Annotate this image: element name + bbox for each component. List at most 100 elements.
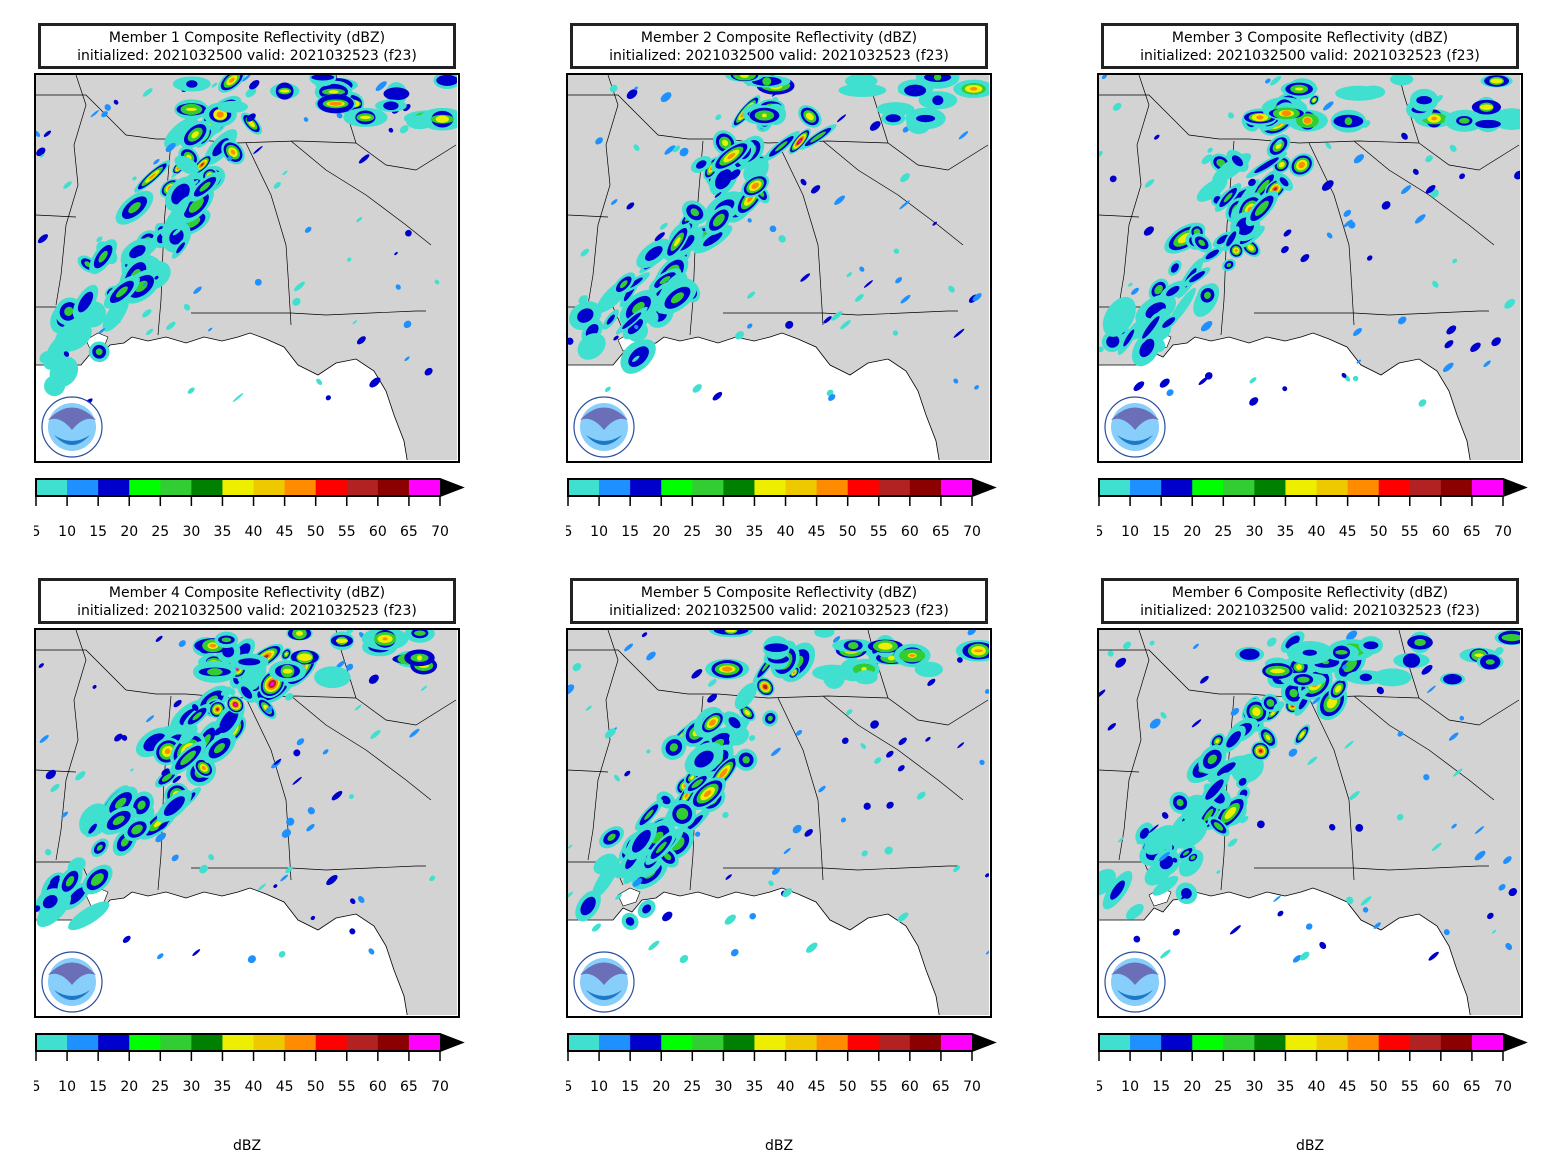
reflectivity-cell: [632, 355, 640, 363]
reflectivity-cell: [648, 940, 660, 951]
reflectivity-cell: [895, 277, 903, 284]
reflectivity-cell: [1139, 338, 1155, 358]
colorbar-tick-label: 40: [245, 524, 263, 540]
state-border: [777, 142, 824, 326]
colorbar-swatch: [1440, 1034, 1473, 1051]
reflectivity-cell: [186, 80, 198, 88]
colorbar-tick-label: 20: [1183, 524, 1201, 540]
reflectivity-cell: [49, 356, 79, 388]
reflectivity-cell: [90, 873, 104, 886]
reflectivity-cell: [1149, 640, 1155, 646]
colorbar-tick-label: 5: [1097, 524, 1103, 540]
colorbar-tick-label: 15: [1152, 1079, 1170, 1095]
reflectivity-cell: [68, 901, 110, 931]
reflectivity-cell: [1305, 923, 1313, 930]
reflectivity-cell: [1490, 78, 1503, 84]
reflectivity-cell: [568, 684, 575, 696]
reflectivity-cell: [1176, 799, 1184, 807]
reflectivity-cell: [329, 101, 343, 106]
noaa-logo: [573, 396, 635, 458]
reflectivity-cell: [201, 765, 206, 770]
reflectivity-cell: [1270, 711, 1275, 716]
reflectivity-cell: [663, 852, 672, 861]
panel-title-box: Member 4 Composite Reflectivity (dBZ) in…: [38, 578, 456, 624]
reflectivity-cell: [1203, 808, 1214, 822]
reflectivity-cell: [1182, 850, 1190, 856]
reflectivity-cell: [764, 643, 789, 653]
reflectivity-cell: [132, 176, 137, 181]
reflectivity-cell: [900, 294, 911, 304]
reflectivity-cell: [727, 152, 736, 160]
reflectivity-cell: [404, 356, 410, 362]
reflectivity-cell: [719, 768, 728, 779]
reflectivity-cell: [1363, 641, 1379, 650]
reflectivity-cell: [113, 99, 119, 105]
panel-title-box: Member 2 Composite Reflectivity (dBZ) in…: [570, 23, 988, 69]
reflectivity-cell: [1254, 200, 1269, 216]
reflectivity-cell: [899, 200, 910, 210]
reflectivity-cell: [316, 378, 323, 386]
colorbar-tick-label: 40: [1308, 1079, 1326, 1095]
colorbar-svg: 5 10 15 20 25 30 35 40 45 50 55 60 65 70: [1095, 478, 1528, 540]
reflectivity-cell: [179, 725, 198, 745]
reflectivity-cell: [646, 749, 651, 754]
colorbar-swatch: [222, 1034, 254, 1051]
reflectivity-cell: [1227, 112, 1234, 119]
reflectivity-cell: [1294, 87, 1304, 91]
panel-subtitle: initialized: 2021032500 valid: 202103252…: [77, 48, 417, 64]
reflectivity-cell: [577, 333, 606, 360]
reflectivity-cell: [747, 291, 756, 299]
reflectivity-cell: [1431, 116, 1437, 121]
reflectivity-cell: [1341, 664, 1348, 670]
reflectivity-cell: [1299, 731, 1305, 739]
panel-title: Member 6 Composite Reflectivity (dBZ): [1171, 585, 1449, 601]
reflectivity-cell: [1109, 175, 1117, 183]
colorbar-tick-label: 70: [963, 1079, 981, 1095]
reflectivity-cell: [214, 742, 226, 754]
colorbar-swatch: [692, 479, 724, 496]
reflectivity-cell: [142, 282, 147, 287]
reflectivity-cell: [1099, 868, 1116, 896]
reflectivity-cell: [847, 641, 859, 650]
colorbar-svg: 5 10 15 20 25 30 35 40 45 50 55 60 65 70: [32, 478, 465, 540]
colorbar-swatch: [284, 479, 317, 496]
colorbar-swatch: [1347, 479, 1380, 496]
reflectivity-cell: [886, 750, 894, 758]
reflectivity-cell: [984, 689, 989, 694]
reflectivity-cell: [247, 955, 256, 964]
colorbar-tick-label: 65: [1463, 1079, 1481, 1095]
reflectivity-cell: [172, 227, 182, 236]
colorbar-swatch: [377, 1034, 410, 1051]
colorbar-tick-label: 25: [683, 524, 701, 540]
colorbar-tick-label: 50: [307, 1079, 325, 1095]
reflectivity-cell: [1101, 75, 1107, 80]
reflectivity-cell: [800, 273, 811, 282]
coastal-bay: [617, 887, 641, 907]
reflectivity-cell: [898, 737, 907, 746]
colorbar-swatch: [191, 1034, 223, 1051]
colorbar-tick-label: 25: [151, 1079, 169, 1095]
colorbar-tick-label: 70: [431, 1079, 449, 1095]
reflectivity-cell: [1341, 372, 1347, 378]
reflectivity-cell: [163, 796, 185, 816]
reflectivity-cell: [607, 833, 616, 841]
colorbar-tick-label: 40: [777, 524, 795, 540]
reflectivity-cell: [282, 170, 288, 176]
reflectivity-cell: [405, 229, 412, 237]
noaa-logo: [1104, 396, 1166, 458]
reflectivity-cell: [278, 951, 286, 958]
reflectivity-cell: [39, 734, 49, 743]
reflectivity-cell: [1356, 359, 1361, 364]
colorbar-swatch: [723, 479, 755, 496]
state-border: [355, 142, 457, 171]
panel-subtitle: initialized: 2021032500 valid: 202103252…: [1140, 48, 1480, 64]
reflectivity-cell: [98, 328, 106, 335]
reflectivity-cell: [1238, 777, 1247, 786]
reflectivity-cell: [577, 308, 594, 323]
reflectivity-cell: [810, 131, 826, 143]
colorbar-swatch: [1223, 479, 1255, 496]
reflectivity-cell: [1303, 117, 1312, 124]
noaa-logo: [41, 951, 103, 1013]
reflectivity-cell: [1154, 284, 1163, 295]
colorbar-tick-label: 30: [1245, 1079, 1263, 1095]
